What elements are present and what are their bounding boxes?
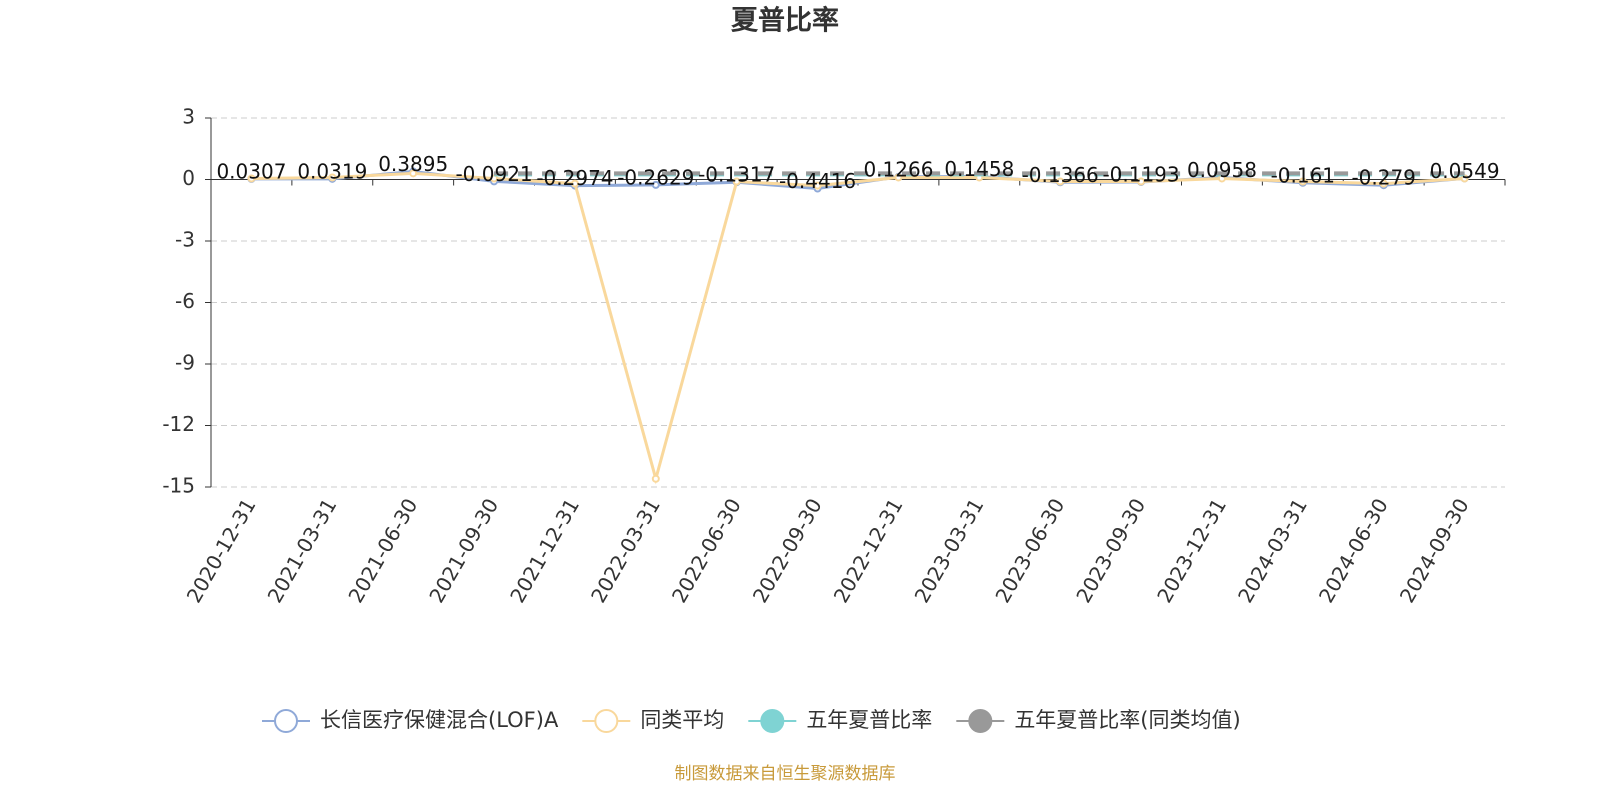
data-label: -0.279 — [1351, 166, 1415, 190]
x-tick-label: 2024-09-30 — [1395, 494, 1474, 607]
legend-marker — [594, 709, 619, 733]
legend-marker — [274, 709, 298, 733]
x-tick-label: 2020-12-31 — [182, 494, 261, 607]
point — [1298, 177, 1307, 186]
x-tick-label: 2021-06-30 — [343, 494, 422, 607]
data-label: -0.2629 — [617, 165, 694, 189]
data-label: 0.1266 — [863, 157, 933, 181]
point — [651, 180, 660, 189]
legend-label: 同类平均 — [640, 708, 724, 732]
data-label: -0.0921 — [455, 162, 532, 186]
y-tick-label: -3 — [175, 228, 195, 252]
x-tick-label: 2021-03-31 — [263, 494, 342, 607]
legend-label: 五年夏普比率 — [806, 708, 932, 732]
x-tick-label: 2023-12-31 — [1152, 494, 1231, 607]
y-tick-label: 3 — [182, 105, 195, 129]
y-tick-label: -6 — [175, 289, 195, 313]
point — [732, 177, 741, 186]
data-label: 0.3895 — [378, 152, 448, 176]
y-tick-label: 0 — [182, 166, 195, 190]
point — [1137, 177, 1146, 186]
point — [328, 173, 337, 182]
legend-item: 五年夏普比率(同类均值) — [956, 708, 1241, 733]
legend-marker — [760, 709, 785, 733]
data-label: -0.1193 — [1102, 162, 1179, 186]
point — [1056, 177, 1065, 186]
x-tick-label: 2023-09-30 — [1071, 494, 1150, 607]
data-label: 0.0958 — [1187, 158, 1257, 182]
point — [1379, 179, 1388, 188]
legend-item: 同类平均 — [582, 708, 724, 733]
x-tick-label: 2022-09-30 — [748, 494, 827, 607]
point — [409, 169, 418, 178]
y-tick-label: -9 — [175, 351, 195, 375]
x-tick-label: 2022-12-31 — [829, 494, 908, 607]
data-label: -0.1317 — [698, 163, 775, 187]
legend-marker — [968, 709, 993, 733]
data-label: -0.1366 — [1022, 163, 1099, 187]
data-label: 0.1458 — [944, 157, 1014, 181]
source-note: 制图数据来自恒生聚源数据库 — [675, 764, 896, 784]
legend-label: 五年夏普比率(同类均值) — [1014, 708, 1240, 732]
x-tick-label: 2022-06-30 — [667, 494, 746, 607]
legend-item: 长信医疗保健混合(LOF)A — [262, 708, 559, 733]
data-label: 0.0307 — [216, 159, 286, 183]
point — [651, 474, 660, 483]
y-tick-label: -15 — [162, 474, 195, 498]
x-tick-label: 2023-03-31 — [910, 494, 989, 607]
data-label: 0.0549 — [1430, 159, 1500, 183]
x-tick-label: 2021-12-31 — [505, 494, 584, 607]
data-label: -0.161 — [1271, 163, 1335, 187]
point — [247, 174, 256, 183]
chart-title: 夏普比率 — [731, 5, 839, 37]
data-label: -0.2974 — [536, 166, 613, 190]
series-line — [251, 171, 1465, 485]
legend-item: 五年夏普比率 — [748, 708, 932, 733]
point — [570, 179, 579, 188]
x-tick-label: 2023-06-30 — [990, 494, 1069, 607]
data-label: 0.0319 — [297, 159, 367, 183]
point — [813, 181, 822, 190]
legend-label: 长信医疗保健混合(LOF)A — [320, 708, 559, 732]
data-label: -0.4416 — [779, 169, 856, 193]
point — [894, 173, 903, 182]
x-tick-label: 2021-09-30 — [424, 494, 503, 607]
x-tick-label: 2022-03-31 — [586, 494, 665, 607]
legend: 长信医疗保健混合(LOF)A 同类平均 五年夏普比率 五年夏普比率(同类均值) — [262, 708, 1241, 733]
x-tick-label: 2024-03-31 — [1233, 494, 1312, 607]
x-tick-label: 2024-06-30 — [1314, 494, 1393, 607]
y-tick-label: -12 — [162, 412, 195, 436]
